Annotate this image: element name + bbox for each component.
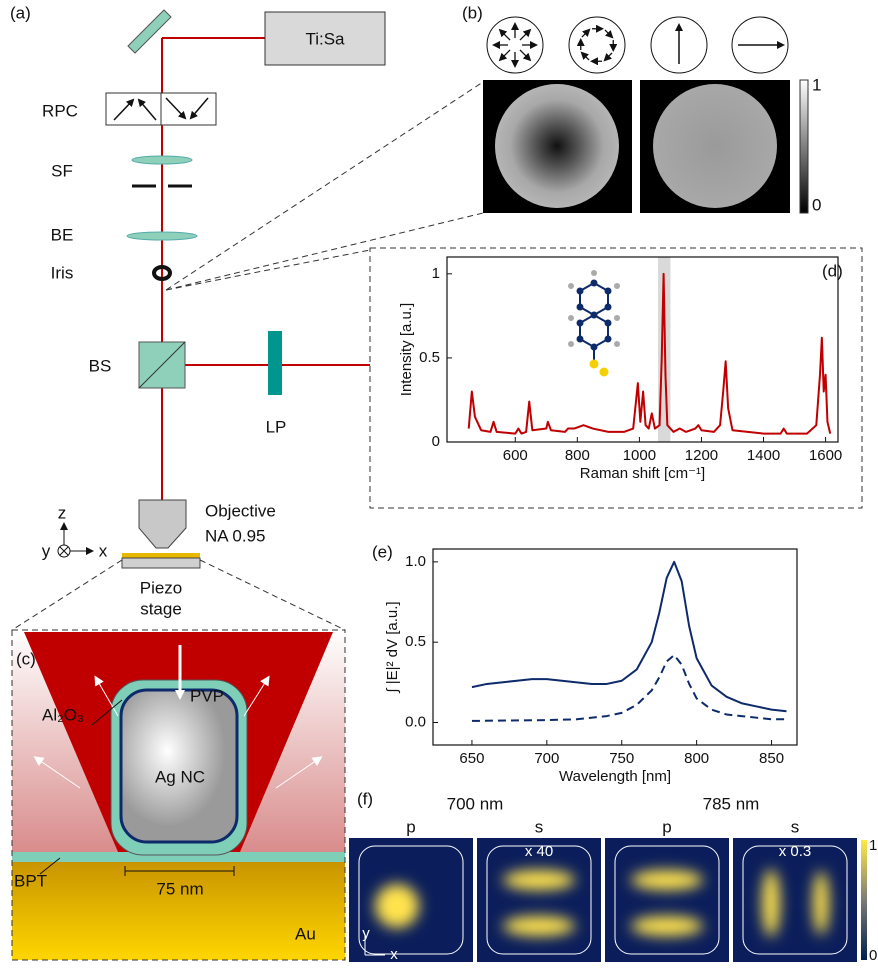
bpt-label: BPT xyxy=(14,871,47,890)
panel-label: (f) xyxy=(357,789,373,808)
scale-factor: x 40 xyxy=(525,843,553,860)
wavelength-label: 785 nm xyxy=(703,794,760,813)
x-tick-label: 850 xyxy=(759,750,784,767)
colorbar-label: 0 xyxy=(869,947,877,964)
panel-label: (a) xyxy=(10,3,31,22)
axis-label: x xyxy=(99,541,108,560)
map-axis-label: x xyxy=(390,946,398,963)
long-pass-filter xyxy=(268,331,282,395)
y-tick-label: 1 xyxy=(432,265,440,282)
carbon-atoms xyxy=(577,280,612,351)
x-tick-label: 800 xyxy=(684,750,709,767)
rpc-label: RPC xyxy=(42,101,78,120)
polarization-label: s xyxy=(535,817,544,836)
iris-label: Iris xyxy=(51,263,74,282)
y-tick-label: 0.0 xyxy=(405,713,426,730)
y-axis-label: Intensity [a.u.] xyxy=(398,303,415,396)
x-tick-label: 700 xyxy=(534,750,559,767)
field-map xyxy=(605,838,729,962)
panel-label: (b) xyxy=(462,3,483,22)
map-axis-label: y xyxy=(362,925,370,942)
gold-substrate xyxy=(12,862,345,960)
beam-profile xyxy=(653,84,777,208)
colorbar xyxy=(861,840,867,960)
colorbar-label: 1 xyxy=(869,837,877,854)
gold-atom xyxy=(600,368,609,377)
icon-circle xyxy=(569,17,625,73)
agnc-label: Ag NC xyxy=(155,767,205,786)
zoom-line xyxy=(166,250,370,290)
be-label: BE xyxy=(51,225,74,244)
molecule xyxy=(568,270,620,377)
panel-label: (e) xyxy=(372,542,393,561)
series-line xyxy=(472,562,787,711)
series-line xyxy=(469,274,831,434)
piezo-label: Piezo xyxy=(140,578,183,597)
stage-label: stage xyxy=(140,599,182,618)
page: {"labels": { "panel_a": "(a)", "panel_b"… xyxy=(0,0,878,968)
na-label: NA 0.95 xyxy=(205,526,266,545)
x-tick-label: 1400 xyxy=(747,447,780,464)
polarization-label: p xyxy=(406,817,415,836)
sample xyxy=(122,553,200,558)
colorbar xyxy=(800,80,808,213)
panel-label: (d) xyxy=(822,261,843,280)
pvp-label: PVP xyxy=(190,686,224,705)
figure: (a) Ti:Sa RPC SF BE Iris BS LP Objective… xyxy=(0,0,878,968)
series-line xyxy=(472,655,787,721)
y-tick-label: 0.5 xyxy=(419,349,440,366)
stage xyxy=(122,558,200,568)
zoom-line xyxy=(200,560,345,630)
polarization-icons xyxy=(487,17,788,73)
axis-label: y xyxy=(42,541,51,560)
y-tick-label: 0.5 xyxy=(405,633,426,650)
silver-nanocube xyxy=(121,690,237,842)
au-label: Au xyxy=(295,924,316,943)
objective-label: Objective xyxy=(205,501,276,520)
colorbar-label: 0 xyxy=(812,195,821,214)
y-tick-label: 0 xyxy=(432,433,440,450)
x-tick-label: 750 xyxy=(609,750,634,767)
alox-label: Al₂O₃ xyxy=(42,705,84,724)
y-axis-label: ∫ |E|² dV [a.u.] xyxy=(384,601,401,693)
x-tick-label: 650 xyxy=(459,750,484,767)
wavelength-label: 700 nm xyxy=(447,794,504,813)
axis-label: z xyxy=(58,503,67,522)
zoom-line xyxy=(12,560,122,630)
y-tick-label: 1.0 xyxy=(405,553,426,570)
plot-frame xyxy=(447,257,838,442)
lens xyxy=(132,156,192,164)
x-tick-label: 1200 xyxy=(685,447,718,464)
colorbar-label: 1 xyxy=(812,75,821,94)
polarization-label: s xyxy=(791,817,800,836)
bs-label: BS xyxy=(89,356,112,375)
x-axis-label: Raman shift [cm⁻¹] xyxy=(580,465,705,482)
x-tick-label: 800 xyxy=(565,447,590,464)
objective xyxy=(139,500,186,548)
nanocube-scheme xyxy=(12,630,345,960)
panel-label: (c) xyxy=(16,649,36,668)
sulfur-atom xyxy=(590,360,599,369)
scale-label: 75 nm xyxy=(156,879,203,898)
x-tick-label: 600 xyxy=(503,447,528,464)
x-tick-label: 1000 xyxy=(623,447,656,464)
laser-label: Ti:Sa xyxy=(305,29,345,48)
x-axis-label: Wavelength [nm] xyxy=(559,768,671,785)
scale-factor: x 0.3 xyxy=(779,843,812,860)
polarization-label: p xyxy=(662,817,671,836)
x-tick-label: 1600 xyxy=(809,447,842,464)
lp-label: LP xyxy=(266,417,287,436)
sf-label: SF xyxy=(51,161,73,180)
mirror xyxy=(128,10,171,53)
beam-profile xyxy=(495,84,619,208)
lens xyxy=(127,232,197,240)
